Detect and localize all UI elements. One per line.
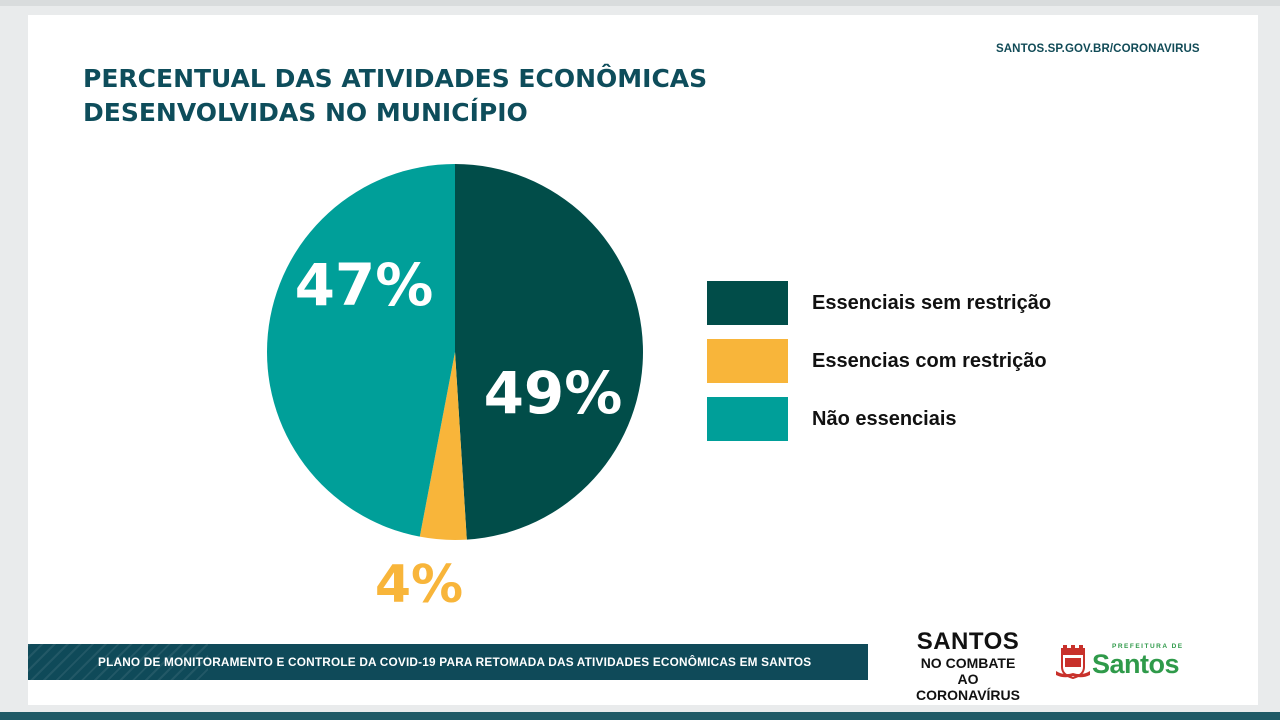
- banner-text: PLANO DE MONITORAMENTO E CONTROLE DA COV…: [98, 655, 812, 669]
- pie-chart: 49% 4% 47%: [267, 164, 643, 615]
- legend-swatch: [707, 281, 788, 325]
- pie-slice-3: [267, 164, 455, 537]
- footer-banner: PLANO DE MONITORAMENTO E CONTROLE DA COV…: [28, 644, 868, 680]
- title-line-2: DESENVOLVIDAS NO MUNICÍPIO: [83, 98, 528, 127]
- logo-small-text: PREFEITURA DE: [1112, 643, 1184, 650]
- legend-label: Essencias com restrição: [812, 350, 1047, 372]
- campaign-logo: SANTOS NO COMBATE AO CORONAVÍRUS: [913, 628, 1023, 704]
- legend-item-nao-essenciais: Não essenciais: [707, 397, 1127, 441]
- top-border: [0, 0, 1280, 6]
- pie-data-label-2: 4%: [375, 555, 463, 615]
- legend-label: Não essenciais: [812, 408, 957, 430]
- coat-of-arms-icon: [1056, 645, 1090, 679]
- pie-slice-1: [455, 164, 643, 540]
- legend-label: Essenciais sem restrição: [812, 292, 1052, 314]
- website-url: SANTOS.SP.GOV.BR/CORONAVIRUS: [996, 43, 1200, 55]
- legend-swatch: [707, 397, 788, 441]
- campaign-line-1: SANTOS: [916, 628, 1020, 655]
- campaign-line-3: AO CORONAVÍRUS: [916, 671, 1020, 703]
- pie-data-label-3: 47%: [295, 251, 434, 319]
- legend-swatch: [707, 339, 788, 383]
- pie-data-label-1: 49%: [484, 359, 623, 427]
- page-title: PERCENTUAL DAS ATIVIDADES ECONÔMICAS DES…: [83, 62, 783, 130]
- campaign-line-2: NO COMBATE: [920, 655, 1016, 671]
- slide: SANTOS.SP.GOV.BR/CORONAVIRUS PERCENTUAL …: [28, 15, 1258, 705]
- banner-pattern: [28, 644, 208, 680]
- legend-item-essenciais-sem-restricao: Essenciais sem restrição: [707, 281, 1127, 325]
- pie-slice-2: [419, 352, 467, 540]
- prefeitura-logo: PREFEITURA DE Santos: [1056, 641, 1196, 681]
- legend-item-essencias-com-restricao: Essencias com restrição: [707, 339, 1127, 383]
- title-line-1: PERCENTUAL DAS ATIVIDADES ECONÔMICAS: [83, 64, 708, 93]
- bottom-border: [0, 712, 1280, 720]
- logo-name: Santos: [1092, 649, 1180, 679]
